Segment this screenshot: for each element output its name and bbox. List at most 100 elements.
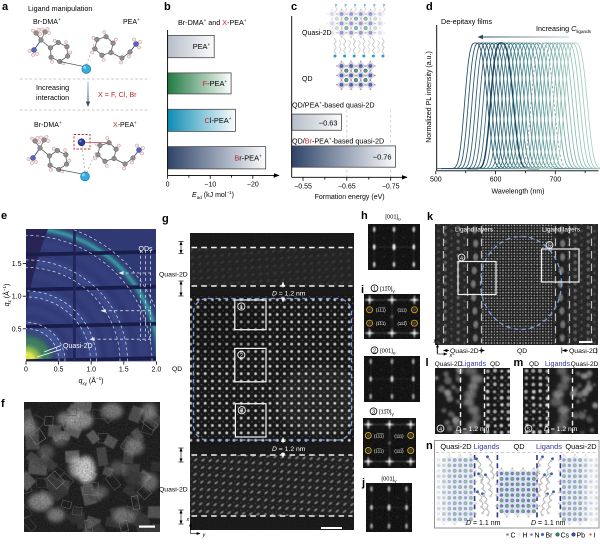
svg-text:Ligand layers: Ligand layers: [542, 227, 580, 234]
svg-text:interaction: interaction: [36, 93, 69, 102]
svg-text:(111̅): (111̅): [398, 321, 408, 326]
svg-text:D = 1.2 nm: D = 1.2 nm: [272, 291, 306, 298]
svg-text:h: h: [361, 210, 368, 222]
svg-text:Br: Br: [546, 532, 554, 539]
svg-text:5: 5: [548, 243, 551, 249]
svg-text:1: 1: [373, 287, 376, 293]
svg-text:(111̅): (111̅): [394, 448, 404, 453]
svg-text:j: j: [361, 477, 365, 489]
svg-text:l: l: [426, 357, 429, 369]
svg-text:Ligands: Ligands: [545, 359, 571, 368]
svg-text:2.0: 2.0: [152, 367, 162, 374]
svg-text:−0.75: −0.75: [382, 184, 400, 191]
svg-text:Ligands: Ligands: [461, 359, 487, 368]
svg-text:Normalized PL intensity (a.u.): Normalized PL intensity (a.u.): [426, 51, 433, 143]
svg-text:4: 4: [460, 256, 463, 262]
svg-text:5: 5: [527, 427, 530, 433]
svg-text:0.5: 0.5: [54, 367, 64, 374]
svg-text:Quasi-2D: Quasi-2D: [63, 343, 93, 350]
svg-text:2: 2: [240, 352, 244, 359]
svg-text:X-PEA+: X-PEA+: [113, 120, 137, 129]
svg-text:Quasi-2D: Quasi-2D: [159, 487, 188, 494]
svg-text:(1̅1̅1): (1̅1̅1): [376, 321, 386, 326]
svg-text:x: x: [186, 517, 190, 523]
svg-text:D = 1.2 nm: D = 1.2 nm: [544, 426, 578, 433]
svg-text:Cs: Cs: [561, 532, 570, 539]
svg-text:700: 700: [549, 177, 561, 184]
svg-text:QD: QD: [529, 361, 539, 368]
svg-text:Br-PEA+: Br-PEA+: [234, 153, 262, 162]
svg-text:Quasi-2D: Quasi-2D: [159, 272, 188, 279]
svg-text:C: C: [511, 532, 516, 539]
svg-text:QD: QD: [513, 442, 524, 451]
svg-text:Br-DMA+ and X-PEA+: Br-DMA+ and X-PEA+: [178, 18, 247, 27]
svg-text:(1̅1̅1̅): (1̅1̅1̅): [376, 308, 386, 313]
svg-text:De-epitaxy films: De-epitaxy films: [441, 17, 493, 26]
svg-text:[001]o: [001]o: [380, 349, 396, 356]
svg-text:QD: QD: [302, 76, 313, 83]
svg-text:Quasi-2D: Quasi-2D: [569, 348, 598, 355]
svg-text:0: 0: [24, 367, 28, 374]
svg-text:b: b: [164, 1, 171, 13]
svg-text:0.5: 0.5: [12, 326, 22, 333]
svg-text:Quasi-2D: Quasi-2D: [435, 361, 463, 368]
svg-text:QD: QD: [517, 348, 527, 355]
svg-text:−10: −10: [204, 182, 216, 189]
svg-text:QD: QD: [172, 366, 182, 373]
svg-text:3: 3: [240, 408, 244, 415]
svg-text:Formation energy (eV): Formation energy (eV): [315, 194, 385, 201]
svg-text:−0.65: −0.65: [338, 184, 356, 191]
svg-text:500: 500: [430, 177, 442, 184]
svg-text:D = 1.2 nm: D = 1.2 nm: [456, 426, 490, 433]
svg-text:(1̅1̅1): (1̅1̅1): [374, 448, 384, 453]
svg-text:Ligand layers: Ligand layers: [455, 227, 493, 234]
svg-text:d: d: [426, 1, 433, 13]
svg-text:n: n: [426, 440, 433, 452]
svg-text:Quasi-2D: Quasi-2D: [571, 361, 599, 368]
svg-text:−0.55: −0.55: [294, 184, 312, 191]
svg-text:a: a: [2, 1, 9, 13]
svg-text:1.0: 1.0: [12, 294, 22, 301]
svg-text:X = F, Cl, Br: X = F, Cl, Br: [98, 90, 137, 99]
svg-text:i: i: [361, 284, 364, 296]
svg-text:c: c: [291, 1, 297, 13]
svg-text:Ligands: Ligands: [536, 442, 562, 451]
svg-text:f: f: [1, 398, 5, 410]
svg-text:g: g: [162, 213, 169, 225]
svg-text:I: I: [594, 532, 596, 539]
svg-text:QDs: QDs: [139, 246, 154, 253]
svg-text:1.0: 1.0: [86, 367, 96, 374]
svg-text:4: 4: [439, 427, 442, 433]
svg-text:−0.76: −0.76: [373, 153, 392, 162]
svg-text:1: 1: [240, 304, 244, 311]
svg-text:QD: QD: [490, 361, 500, 368]
svg-text:k: k: [427, 211, 434, 223]
svg-text:D = 1.1 nm: D = 1.1 nm: [531, 520, 566, 527]
svg-text:Cl-PEA+: Cl-PEA+: [204, 116, 231, 125]
svg-text:Br-DMA+: Br-DMA+: [34, 120, 62, 129]
svg-text:D = 1.1 nm: D = 1.1 nm: [466, 520, 501, 527]
svg-text:(111): (111): [394, 433, 404, 438]
svg-text:Br-DMA+: Br-DMA+: [33, 17, 61, 26]
svg-text:QD/PEA+-based quasi-2D: QD/PEA+-based quasi-2D: [292, 101, 375, 110]
svg-text:600: 600: [490, 177, 502, 184]
svg-text:[001]o: [001]o: [385, 215, 401, 222]
svg-text:Quasi-2D: Quasi-2D: [440, 442, 471, 451]
svg-text:Quasi-2D: Quasi-2D: [565, 442, 596, 451]
svg-text:(1̅1̅1̅): (1̅1̅1̅): [374, 433, 384, 438]
svg-text:−20: −20: [247, 182, 259, 189]
svg-text:Increasing: Increasing: [36, 83, 69, 92]
svg-text:0: 0: [166, 182, 170, 189]
svg-text:1.5: 1.5: [12, 261, 22, 268]
svg-text:3: 3: [372, 410, 375, 416]
svg-text:2: 2: [373, 349, 376, 355]
svg-text:1.5: 1.5: [119, 367, 129, 374]
svg-text:[001]γ: [001]γ: [381, 477, 397, 484]
svg-text:Wavelength (nm): Wavelength (nm): [491, 189, 544, 196]
svg-text:D = 1.2 nm: D = 1.2 nm: [272, 446, 306, 453]
svg-text:Quasi-2D: Quasi-2D: [450, 348, 479, 355]
svg-text:F-PEA+: F-PEA+: [203, 79, 228, 88]
svg-text:QD/Br-PEA+-based quasi-2D: QD/Br-PEA+-based quasi-2D: [292, 137, 384, 146]
svg-text:H: H: [523, 532, 528, 539]
svg-text:Ligand manipulation: Ligand manipulation: [28, 4, 92, 13]
